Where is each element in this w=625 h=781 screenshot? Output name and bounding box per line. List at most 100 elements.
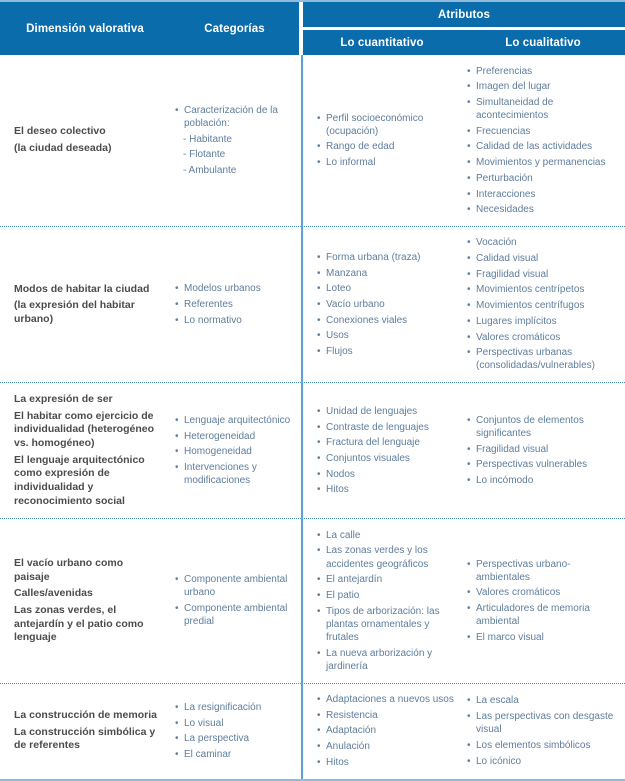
list-item-text: La nueva arborización y jardinería xyxy=(326,647,433,672)
bullet-icon: • xyxy=(175,603,179,615)
list-item: • Conjuntos de elementos significantes xyxy=(467,414,620,440)
list-item: • Movimientos centrífugos xyxy=(467,299,620,312)
bullet-icon: • xyxy=(317,298,321,310)
cualitativo-cell: • Perspectivas urbano-ambientales • Valores… xyxy=(461,548,625,654)
categories-cell: • La resignificación • Lo visual • La perspec… xyxy=(170,691,303,770)
categories-cell: • Modelos urbanos • Referentes • Lo normativo xyxy=(170,273,303,337)
bullet-icon: • xyxy=(467,414,471,426)
list-item-text: Lenguaje arquitectónico xyxy=(184,414,291,426)
list-item: • El caminar xyxy=(175,748,297,761)
bullet-icon: • xyxy=(467,711,471,722)
list-item: • Perfil socioeconómico (ocupación) xyxy=(317,112,455,138)
bullet-icon: • xyxy=(317,330,321,342)
list-item: • Loteo xyxy=(317,282,455,295)
bullet-icon: • xyxy=(317,157,321,169)
sub-list-item: - Flotante xyxy=(175,148,297,161)
bullet-icon: • xyxy=(317,589,321,601)
bullet-icon: • xyxy=(175,314,179,326)
list-item-text: Imagen del lugar xyxy=(476,81,551,93)
bullet-icon: • xyxy=(467,459,471,471)
bullet-icon: • xyxy=(467,188,471,200)
bullet-icon: • xyxy=(175,574,179,586)
list-item: • Simultaneidad de acontecimientos xyxy=(467,96,620,122)
list-item: • Perspectivas urbano-ambientales xyxy=(467,558,620,584)
list-item-text: Perspectivas urbanas (consolidadas/vulne… xyxy=(476,347,595,372)
list-item: • Conjuntos visuales xyxy=(317,452,455,465)
bullet-icon: • xyxy=(467,96,471,108)
list-item: • Rango de edad xyxy=(317,140,455,153)
sub-list-item: - Ambulante xyxy=(175,164,297,177)
list-item: • Conexiones viales xyxy=(317,314,455,327)
dimension-line: La construcción simbólica y de referente… xyxy=(14,725,156,752)
dimension-line: (la ciudad deseada) xyxy=(14,141,112,154)
header-left-block: Dimensión valorativa Categorías xyxy=(0,2,299,55)
bullet-icon: • xyxy=(175,104,179,116)
list-item: • Valores cromáticos xyxy=(467,331,620,344)
bullet-icon: • xyxy=(175,461,179,473)
dimension-line: (la expresión del habitar urbano) xyxy=(14,299,135,325)
list-item-text: Resistencia xyxy=(326,709,378,721)
list-item-text: Perspectivas vulnerables xyxy=(476,459,588,471)
list-item: • Lo normativo xyxy=(175,314,297,327)
list-item-text: El antejardín xyxy=(326,574,383,586)
bullet-icon: • xyxy=(317,437,321,449)
dimension-line: El habitar como ejercicio de individuali… xyxy=(14,409,155,449)
table-row: La expresión de ser El habitar como ejerc… xyxy=(0,382,625,518)
list-item-text: Modelos urbanos xyxy=(184,283,261,295)
list-item-text: Simultaneidad de acontecimientos xyxy=(476,96,554,122)
list-item-text: Las zonas verdes y los accidentes geográ… xyxy=(326,545,429,570)
list-item: • Los elementos simbólicos xyxy=(467,739,620,752)
list-item: • Vacío urbano xyxy=(317,298,455,311)
list-item-text: Los elementos simbólicos xyxy=(476,739,591,751)
list-item-text: Lo incómodo xyxy=(476,475,534,487)
list-item-text: Calidad visual xyxy=(476,253,539,265)
list-item-text: Lo icónico xyxy=(476,755,522,767)
list-item: • Necesidades xyxy=(467,203,620,216)
list-item-text: Caracterización de la población: xyxy=(184,104,278,129)
bullet-icon: • xyxy=(175,298,179,310)
list-item-text: Referentes xyxy=(184,298,233,310)
bullet-icon: • xyxy=(175,717,179,729)
list-item: • Usos xyxy=(317,329,455,342)
bullet-icon: • xyxy=(175,430,179,442)
cuantitativo-cell: • Forma urbana (traza) • Manzana • Loteo • Vací… xyxy=(303,241,461,367)
list-item: • Flujos xyxy=(317,345,455,358)
list-item-text: Conjuntos de elementos significantes xyxy=(476,414,584,440)
list-item-text: Adaptaciones a nuevos usos xyxy=(326,694,454,706)
list-item-text: Movimientos centrípetos xyxy=(476,284,585,296)
categories-cell: • Componente ambiental urbano • Componente … xyxy=(170,564,303,638)
header-subcolumns: Lo cuantitativo Lo cualitativo xyxy=(303,30,625,55)
column-header-categorias: Categorías xyxy=(204,22,265,35)
list-item-text: - Flotante xyxy=(183,149,226,161)
list-item-text: Nodos xyxy=(326,468,355,480)
list-item: • Homogeneidad xyxy=(175,445,297,458)
list-item: • Lo icónico xyxy=(467,755,620,768)
list-item: • La escala xyxy=(467,694,620,707)
bullet-icon: • xyxy=(467,237,471,249)
list-item-text: Loteo xyxy=(326,283,352,295)
list-item-text: Interacciones xyxy=(476,188,536,200)
list-item-text: Frecuencias xyxy=(476,125,531,137)
list-item: • Perspectivas urbanas (consolidadas/vuln… xyxy=(467,346,620,372)
list-item: • Movimientos centrípetos xyxy=(467,283,620,296)
list-item: • El patio xyxy=(317,589,455,602)
bullet-icon: • xyxy=(175,446,179,458)
bullet-icon: • xyxy=(317,529,321,541)
bullet-icon: • xyxy=(467,331,471,343)
bullet-icon: • xyxy=(467,603,471,615)
cuantitativo-cell: • Unidad de lenguajes • Contraste de lengua… xyxy=(303,395,461,506)
list-item: • Nodos xyxy=(317,468,455,481)
dimension-line: Modos de habitar la ciudad xyxy=(14,282,150,295)
bullet-icon: • xyxy=(467,347,471,359)
dimension-cell: Modos de habitar la ciudad (la expresión … xyxy=(0,273,170,337)
bullet-icon: • xyxy=(317,421,321,433)
bullet-icon: • xyxy=(467,739,471,751)
bullet-icon: • xyxy=(467,695,471,707)
list-item-text: Hitos xyxy=(326,484,349,496)
list-item: • Fractura del lenguaje xyxy=(317,436,455,449)
list-item-text: Lo visual xyxy=(184,717,224,729)
bullet-icon: • xyxy=(467,300,471,312)
list-item: • Valores cromáticos xyxy=(467,586,620,599)
list-item: • Lo incómodo xyxy=(467,474,620,487)
categories-cell: • Caracterización de la población: - Habit… xyxy=(170,94,303,186)
